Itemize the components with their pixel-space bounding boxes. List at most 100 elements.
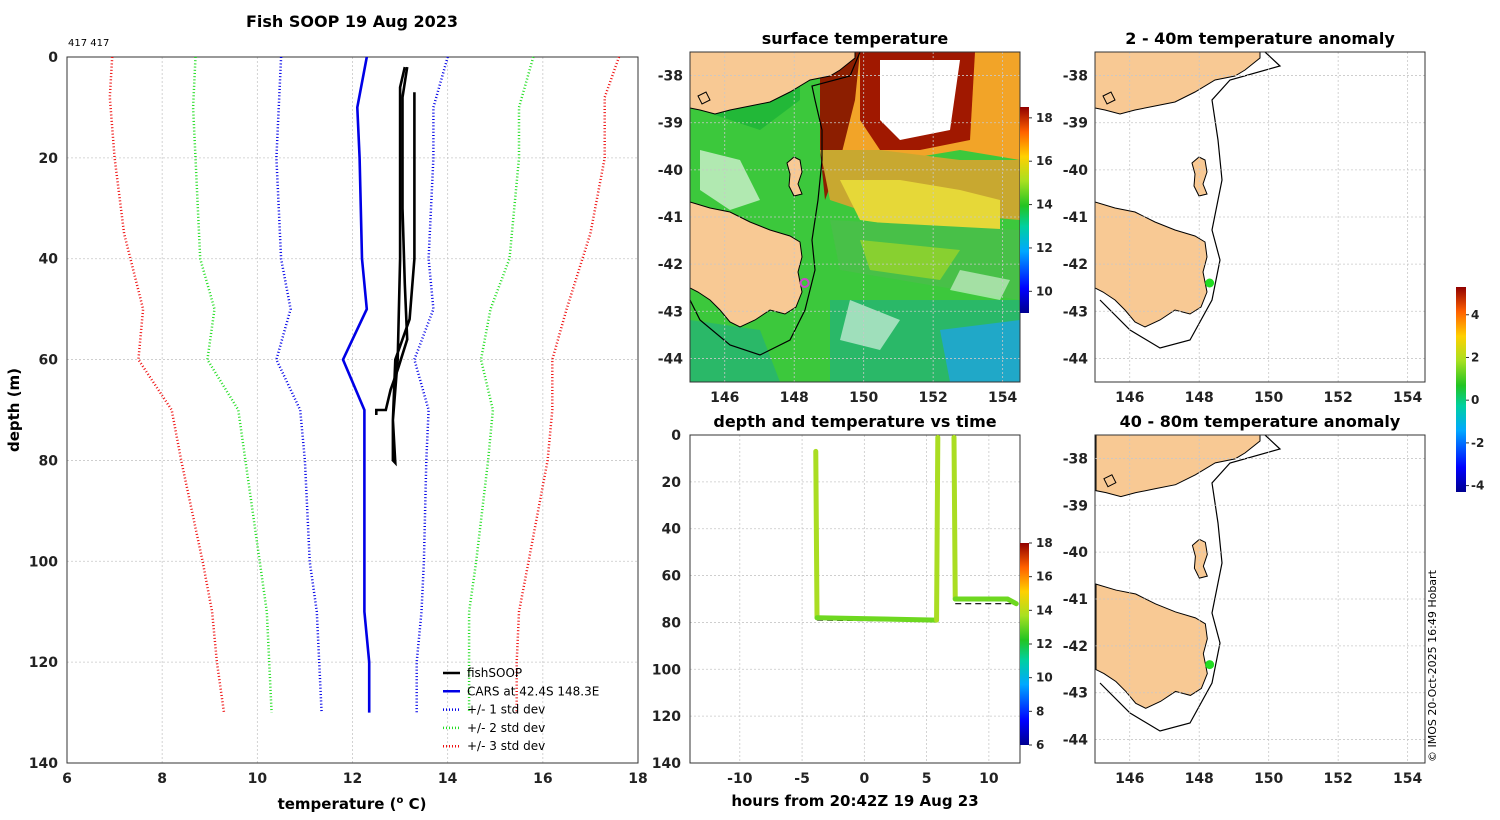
y-tick-label: -39 — [1063, 498, 1088, 514]
anomaly-shallow-coastline — [1095, 52, 1261, 328]
legend-label: +/- 1 std dev — [467, 703, 545, 717]
trace-bottom — [814, 615, 940, 623]
y-tick-label: 0 — [48, 50, 58, 66]
x-tick-label: 5 — [922, 771, 932, 787]
series-line — [413, 56, 449, 713]
legend-label: CARS at 42.4S 148.3E — [467, 684, 599, 698]
x-tick-label: 6 — [62, 771, 72, 787]
anomaly-shallow-grid — [1094, 51, 1426, 383]
y-tick-label: -40 — [1063, 545, 1089, 561]
trace-descent-2 — [951, 434, 958, 602]
sst-map: surface temperature — [658, 29, 1053, 406]
series-line — [391, 66, 416, 467]
x-tick-label: 148 — [780, 390, 809, 406]
depth-time-x-axis-label: hours from 20:42Z 19 Aug 23 — [731, 792, 978, 810]
colorbar-tick-label: -4 — [1471, 479, 1484, 493]
y-tick-label: -41 — [1063, 210, 1088, 226]
sst-field — [690, 52, 1020, 382]
y-tick-label: 140 — [29, 756, 58, 772]
x-tick-label: 10 — [248, 771, 268, 787]
map-frame — [1094, 51, 1426, 383]
legend-label: +/- 3 std dev — [467, 739, 545, 753]
y-tick-label: 100 — [29, 554, 58, 570]
legend-label: +/- 2 std dev — [467, 721, 545, 735]
y-tick-label: -38 — [658, 69, 683, 85]
series-line — [467, 56, 535, 713]
x-tick-label: 8 — [157, 771, 167, 787]
y-tick-label: -38 — [1063, 69, 1088, 85]
colorbar-tick-label: 14 — [1036, 198, 1053, 212]
anomaly-shallow-ticks: 146 148 150 152 154 -38 -39 -40 -41 -42 -43 -44 — [1063, 69, 1423, 406]
colorbar-tick-label: 0 — [1471, 393, 1479, 407]
xlabel-post: C) — [403, 795, 426, 813]
colorbar-tick-label: 18 — [1036, 111, 1053, 125]
x-tick-label: 18 — [628, 771, 647, 787]
y-tick-label: 140 — [652, 756, 681, 772]
anomaly-deep-grid — [1094, 434, 1426, 764]
trace-bottom-2 — [952, 596, 1019, 607]
colorbar-tick-label: 10 — [1036, 284, 1053, 298]
profile-ticks: 6 8 10 12 14 16 18 0 20 40 60 80 100 120 140 — [29, 50, 648, 787]
sst-title: surface temperature — [762, 29, 949, 48]
colorbar-tick-label: 14 — [1036, 603, 1053, 617]
x-tick-label: 148 — [1185, 390, 1214, 406]
y-tick-label: -42 — [1063, 257, 1088, 273]
depth-time-title: depth and temperature vs time — [713, 412, 996, 431]
profile-series — [108, 56, 621, 713]
anomaly-shallow-title: 2 - 40m temperature anomaly — [1125, 29, 1395, 48]
sst-ticks: 146 148 150 152 154 -38 -39 -40 -41 -42 -43 -44 — [658, 69, 1018, 406]
y-tick-label: 100 — [652, 662, 681, 678]
colorbar-tick-label: 2 — [1471, 350, 1479, 364]
trace-descent — [813, 448, 820, 621]
y-tick-label: -41 — [1063, 592, 1088, 608]
y-tick-label: -39 — [1063, 116, 1088, 132]
sst-shelf-contour — [690, 52, 861, 356]
depth-time-colorbar — [1020, 543, 1029, 745]
sst-location-marker — [799, 278, 810, 288]
x-tick-label: 154 — [988, 390, 1017, 406]
y-tick-label: -41 — [658, 210, 683, 226]
anomaly-deep-ticks: 146 148 150 152 154 -38 -39 -40 -41 -42 -43 -44 — [1063, 451, 1423, 787]
xlabel-pre: temperature ( — [278, 795, 397, 813]
series-line — [275, 56, 323, 713]
x-tick-label: 12 — [343, 771, 362, 787]
profile-chart: Fish SOOP 19 Aug 2023 417 417 6 8 10 12 14 16… — [5, 12, 648, 813]
y-tick-label: -43 — [658, 304, 683, 320]
anomaly-map-deep: 40 - 80m temperature anomaly 146 148 150 15… — [1063, 412, 1426, 787]
anomaly-deep-coastline — [1095, 435, 1261, 709]
y-tick-label: -38 — [1063, 451, 1088, 467]
x-tick-label: 154 — [1393, 771, 1422, 787]
y-tick-label: 80 — [39, 453, 59, 469]
y-tick-label: -43 — [1063, 304, 1088, 320]
x-tick-label: 150 — [849, 390, 878, 406]
legend-label: fishSOOP — [467, 666, 522, 680]
y-tick-label: 120 — [652, 709, 681, 725]
colorbar-tick-label: 12 — [1036, 241, 1053, 255]
x-tick-label: 150 — [1254, 390, 1283, 406]
anomaly-colorbar-ticks: 4 2 0 -2 -4 — [1466, 308, 1484, 493]
colorbar-tick-label: -2 — [1471, 436, 1484, 450]
series-line — [108, 56, 226, 713]
colorbar-tick-label: 12 — [1036, 637, 1053, 651]
anomaly-shallow-marker — [1205, 278, 1215, 288]
x-tick-label: 150 — [1254, 771, 1283, 787]
depth-time-colorbar-ticks: 6 8 10 12 14 16 18 — [1029, 536, 1053, 752]
map-frame — [1094, 434, 1426, 764]
colorbar-tick-label: 4 — [1471, 308, 1479, 322]
depth-time-grid — [690, 435, 1020, 763]
x-tick-label: 154 — [1393, 390, 1422, 406]
x-tick-label: 16 — [533, 771, 552, 787]
y-tick-label: -44 — [1063, 733, 1089, 749]
y-tick-label: 60 — [39, 353, 59, 369]
series-line — [375, 66, 409, 415]
y-tick-label: 80 — [662, 615, 682, 631]
y-tick-label: 20 — [662, 475, 682, 491]
anomaly-shallow-shelf — [1099, 52, 1282, 349]
profile-title: Fish SOOP 19 Aug 2023 — [246, 12, 458, 31]
sst-grid — [689, 51, 1021, 383]
profile-legend: fishSOOP CARS at 42.4S 148.3E +/- 1 std de… — [443, 666, 599, 753]
y-tick-label: 60 — [662, 569, 682, 585]
profile-y-axis-label: depth (m) — [5, 368, 23, 452]
